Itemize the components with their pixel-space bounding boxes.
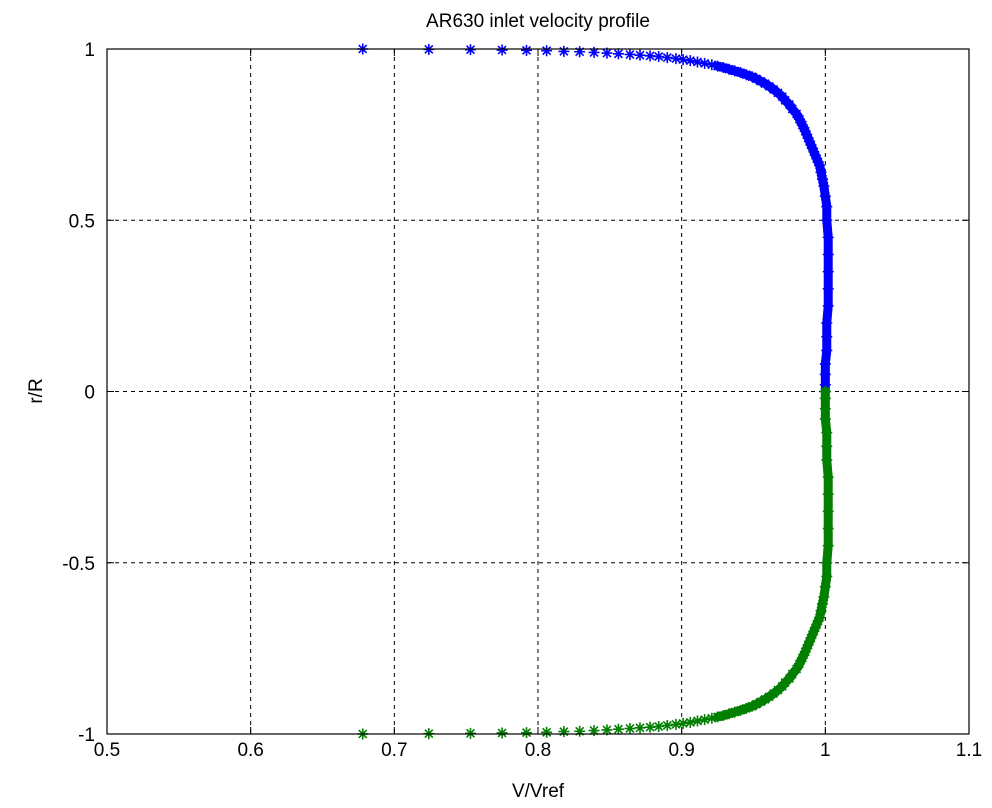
data-point (684, 55, 696, 67)
data-point (496, 727, 508, 739)
data-point (574, 725, 586, 737)
data-point (670, 718, 682, 730)
y-axis-label: r/R (26, 378, 47, 403)
axis-ticks: 0.5 0.6 0.7 0.8 0.9 1 1.1 -1 -0.5 0 0.5 1 (62, 40, 982, 761)
x-tick-label: 0.6 (237, 740, 263, 761)
data-point (644, 721, 656, 733)
data-point (661, 52, 673, 64)
data-point (644, 50, 656, 62)
data-point (677, 54, 689, 66)
data-point (464, 727, 476, 739)
data-point (677, 717, 689, 729)
data-point (612, 48, 624, 60)
data-point (653, 720, 665, 732)
data-point (521, 44, 533, 56)
y-tick-label: 0.5 (69, 211, 95, 232)
data-series (357, 43, 834, 740)
data-point (699, 57, 711, 69)
dense-marker-band (713, 61, 833, 396)
data-point (699, 714, 711, 726)
x-tick-label: 0.7 (381, 740, 407, 761)
data-point (541, 45, 553, 57)
x-tick-label: 1.1 (956, 740, 982, 761)
series-upper-blue (357, 43, 834, 397)
data-point (588, 725, 600, 737)
data-point (624, 723, 636, 735)
data-point (601, 724, 613, 736)
data-point (612, 723, 624, 735)
data-point (574, 46, 586, 58)
data-point (670, 53, 682, 65)
data-point (691, 715, 703, 727)
data-point (558, 726, 570, 738)
data-point (706, 59, 718, 71)
data-point (634, 49, 646, 61)
x-tick-label: 0.5 (94, 740, 120, 761)
data-point (684, 716, 696, 728)
y-tick-label: 1 (84, 40, 95, 61)
data-point (634, 722, 646, 734)
data-point (706, 712, 718, 724)
y-tick-label: 0 (84, 383, 95, 404)
data-point (541, 726, 553, 738)
data-point (661, 719, 673, 731)
chart-title: AR630 inlet velocity profile (426, 11, 650, 32)
data-point (691, 56, 703, 68)
dense-marker-band (713, 387, 833, 722)
x-axis-label: V/Vref (512, 781, 565, 802)
data-point (588, 46, 600, 58)
grid-lines (107, 49, 969, 734)
data-point (558, 45, 570, 57)
data-point (521, 727, 533, 739)
data-point (653, 51, 665, 63)
y-tick-label: -0.5 (62, 554, 95, 575)
data-point (464, 44, 476, 56)
data-point (601, 47, 613, 59)
x-tick-label: 0.8 (525, 740, 551, 761)
data-point (496, 44, 508, 56)
x-tick-label: 0.9 (668, 740, 694, 761)
y-tick-label: -1 (78, 725, 95, 746)
data-point (624, 48, 636, 60)
x-tick-label: 1 (820, 740, 831, 761)
series-lower-green (357, 386, 834, 740)
